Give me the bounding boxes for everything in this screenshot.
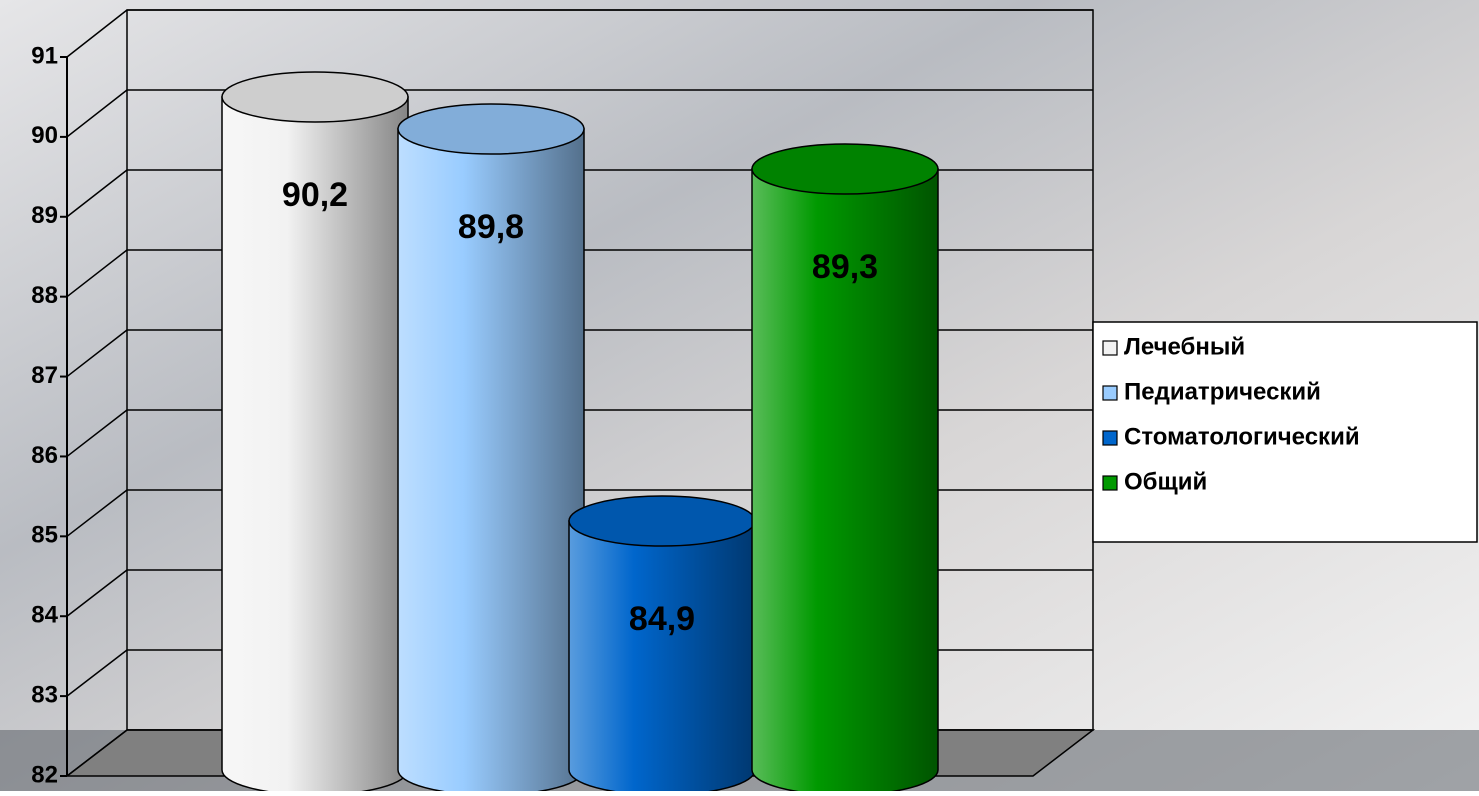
y-tick-label: 83 — [31, 681, 58, 708]
y-tick-label: 84 — [31, 602, 58, 629]
value-label: 89,3 — [812, 248, 878, 286]
y-tick-label: 85 — [31, 522, 58, 549]
cylinder-top — [221, 71, 409, 123]
legend-label: Педиатрический — [1124, 378, 1321, 405]
value-label: 89,8 — [458, 208, 524, 246]
cylinder — [221, 71, 409, 796]
cylinder-body — [568, 520, 756, 796]
grid-line — [66, 409, 128, 458]
value-label: 84,9 — [629, 600, 695, 638]
grid-line — [66, 729, 128, 777]
grid-line — [66, 169, 128, 218]
y-tick-label: 87 — [31, 362, 58, 389]
grid-line — [66, 89, 128, 138]
y-tick-label: 89 — [31, 202, 58, 229]
legend-label: Лечебный — [1124, 333, 1245, 360]
y-tick-label: 82 — [31, 761, 58, 788]
plot: 82 83 84 85 86 87 88 89 90 91 90,2 89,8 84,9 89,3 — [31, 9, 1093, 796]
y-tick-label: 86 — [31, 442, 58, 469]
legend-label: Стоматологический — [1124, 423, 1360, 450]
legend-label: Общий — [1124, 468, 1207, 495]
value-label: 90,2 — [282, 176, 348, 214]
legend-swatch — [1102, 385, 1118, 401]
grid-line — [66, 649, 128, 697]
cylinder — [751, 143, 939, 796]
grid-line — [66, 9, 128, 58]
legend-swatch — [1102, 430, 1118, 446]
cylinder — [568, 495, 756, 796]
cylinder-top — [568, 495, 756, 547]
cylinder-top — [397, 103, 585, 155]
y-tick-label: 91 — [31, 42, 58, 69]
grid-line — [66, 249, 128, 298]
legend — [1092, 321, 1478, 543]
cylinder — [397, 103, 585, 796]
legend-swatch — [1102, 340, 1118, 356]
legend-swatch — [1102, 475, 1118, 491]
grid-line — [66, 329, 128, 378]
y-tick-label: 90 — [31, 122, 58, 149]
grid-line — [66, 489, 128, 537]
cylinder-top — [751, 143, 939, 195]
y-tick-label: 88 — [31, 282, 58, 309]
grid-line — [66, 569, 128, 617]
